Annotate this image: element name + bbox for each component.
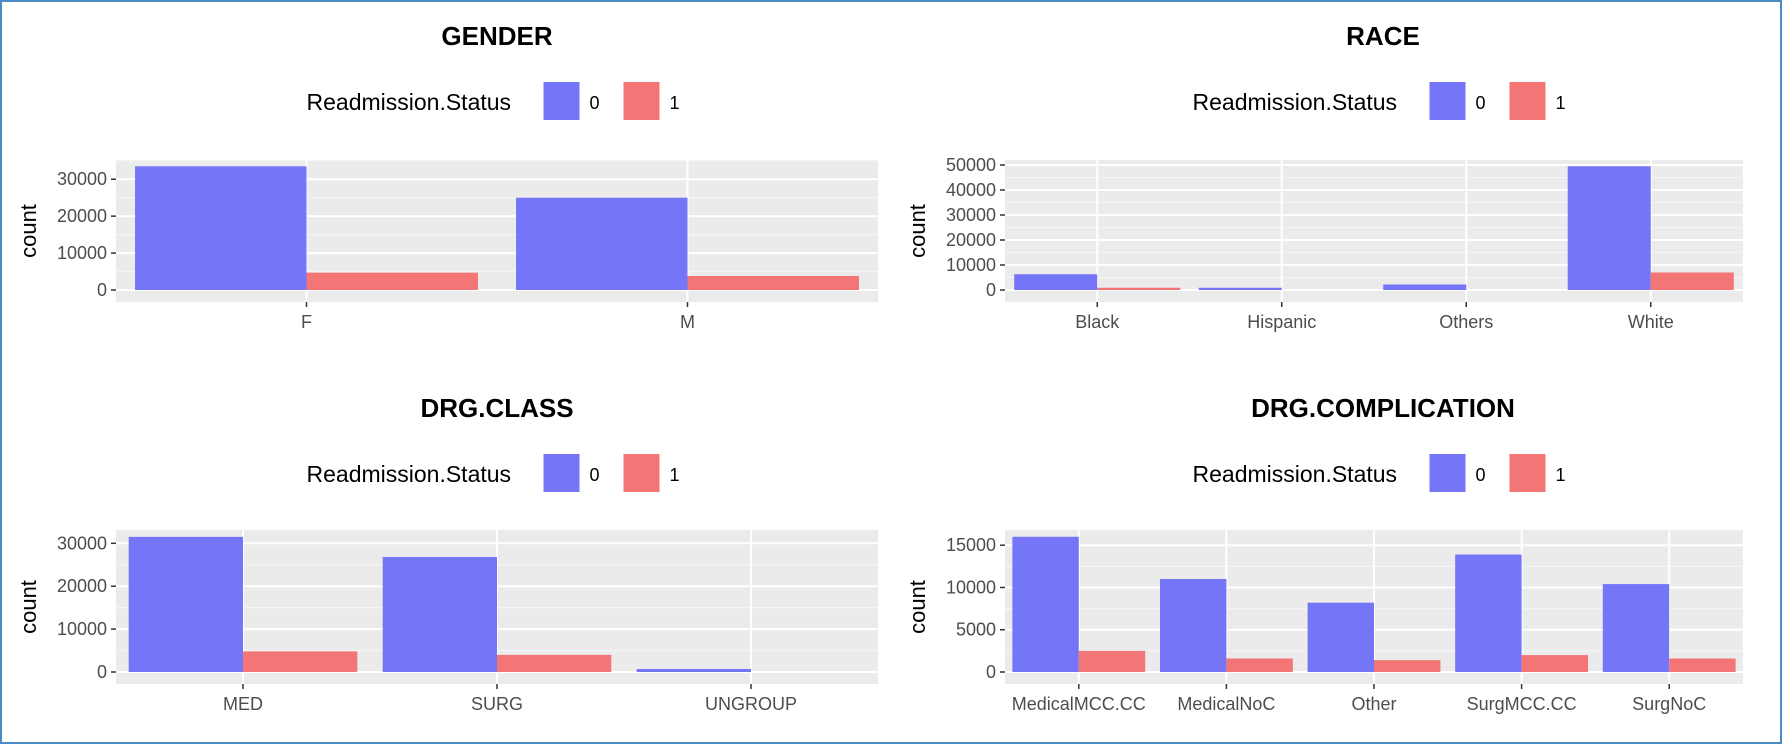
bar-0-Black [1014,274,1098,290]
bar-0-F [135,166,307,290]
chart-svg: DRG.CLASS Readmission.Status 0 1 0 10000 20000… [16,393,878,714]
y-axis-label: count [16,580,41,634]
legend-label-1: 1 [670,93,680,113]
bar-1-F [306,272,478,290]
chart-title: DRG.CLASS [420,393,573,423]
bar-0-UNGROUP [636,668,751,672]
chart-title: DRG.COMPLICATION [1251,393,1515,423]
legend-swatch-0 [1429,454,1466,492]
x-tick-label: Other [1351,694,1396,714]
y-tick-label: 30000 [57,533,107,553]
bar-0-M [516,197,688,290]
bar-1-MED [243,651,358,672]
bar-0-SURG [382,557,497,672]
y-axis-label: count [905,204,930,258]
legend-title: Readmission.Status [307,89,512,115]
y-tick-label: 50000 [946,155,996,175]
legend-label-1: 1 [670,465,680,485]
bar-0-MedicalNoC [1159,579,1227,672]
legend-swatch-1 [1509,454,1546,492]
legend-label-1: 1 [1556,465,1566,485]
y-tick-label: 5000 [956,620,996,640]
legend-title: Readmission.Status [1193,89,1398,115]
legend-swatch-1 [623,82,660,120]
y-tick-label: 0 [97,662,107,682]
drg-class-panel: DRG.CLASS Readmission.Status 0 1 0 10000 20000… [2,374,891,746]
bar-1-White [1650,272,1734,290]
race-panel: RACE Readmission.Status 0 1 0 10000 20000 30000… [891,2,1780,374]
bar-0-Other [1307,602,1374,672]
bar-0-SurgNoC [1602,584,1670,672]
chart-svg: GENDER Readmission.Status 0 1 0 10000 20000 300… [16,21,878,332]
x-tick-label: MedicalNoC [1177,694,1275,714]
legend-swatch-0 [543,82,580,120]
legend-swatch-1 [1509,82,1546,120]
x-tick-label: White [1628,312,1674,332]
x-tick-label: UNGROUP [705,694,797,714]
y-tick-label: 20000 [946,230,996,250]
legend-label-1: 1 [1556,93,1566,113]
y-axis-label: count [16,204,41,258]
chart-svg: RACE Readmission.Status 0 1 0 10000 20000 30000… [905,21,1743,332]
y-tick-label: 40000 [946,180,996,200]
chart-svg: DRG.COMPLICATION Readmission.Status 0 1 0 500… [905,393,1743,714]
x-tick-label: Black [1075,312,1120,332]
y-tick-label: 0 [986,662,996,682]
y-tick-label: 20000 [57,206,107,226]
y-axis-label: count [905,580,930,634]
chart-title: GENDER [441,21,552,51]
y-tick-label: 15000 [946,535,996,555]
legend-swatch-1 [623,454,660,492]
legend-label-0: 0 [1476,93,1486,113]
bar-0-MED [128,536,243,672]
y-tick-label: 30000 [946,205,996,225]
x-tick-label: SURG [471,694,523,714]
bar-0-Others [1383,284,1467,290]
legend-swatch-0 [543,454,580,492]
bar-1-SURG [497,654,612,672]
x-tick-label: M [680,312,695,332]
bar-1-SurgNoC [1669,658,1736,672]
bar-0-MedicalMCC.CC [1012,536,1079,672]
chart-title: RACE [1346,21,1420,51]
y-tick-label: 10000 [946,577,996,597]
bar-1-Other [1374,660,1441,672]
y-tick-label: 30000 [57,169,107,189]
legend-label-0: 0 [590,465,600,485]
gender-panel: GENDER Readmission.Status 0 1 0 10000 20000 300… [2,2,891,374]
x-tick-label: F [301,312,312,332]
y-tick-label: 10000 [57,619,107,639]
x-tick-label: Hispanic [1247,312,1316,332]
x-tick-label: Others [1439,312,1493,332]
x-tick-label: SurgNoC [1632,694,1706,714]
x-tick-label: MedicalMCC.CC [1012,694,1146,714]
drg-complication-panel: DRG.COMPLICATION Readmission.Status 0 1 0 500… [891,374,1780,746]
bar-1-MedicalMCC.CC [1078,650,1146,672]
bar-1-Black [1097,287,1181,290]
legend-title: Readmission.Status [307,461,512,487]
legend-swatch-0 [1429,82,1466,120]
bar-1-MedicalNoC [1226,658,1293,672]
legend-title: Readmission.Status [1193,461,1398,487]
x-tick-label: MED [223,694,263,714]
bar-0-Hispanic [1198,287,1282,290]
bar-0-SurgMCC.CC [1455,554,1522,672]
bar-1-SurgMCC.CC [1521,655,1589,672]
y-tick-label: 20000 [57,576,107,596]
legend-label-0: 0 [590,93,600,113]
legend-label-0: 0 [1476,465,1486,485]
y-tick-label: 10000 [946,255,996,275]
x-tick-label: SurgMCC.CC [1467,694,1577,714]
y-tick-label: 0 [97,280,107,300]
bar-1-M [687,275,859,290]
y-tick-label: 10000 [57,243,107,263]
bar-0-White [1567,166,1651,290]
y-tick-label: 0 [986,280,996,300]
